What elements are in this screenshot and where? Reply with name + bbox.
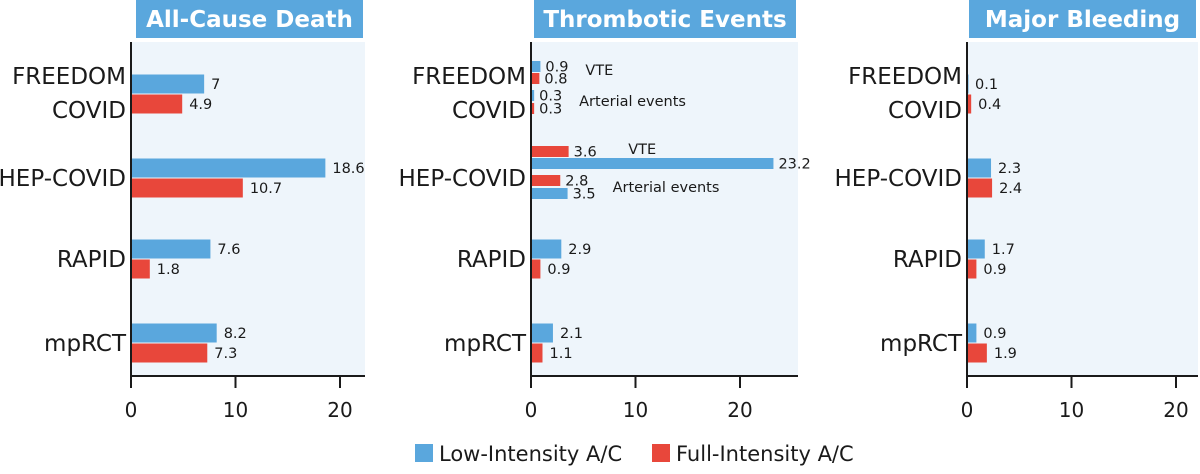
thrombotic-value-label-rapid-full: 0.9 [547,262,570,278]
death-bar-rapid-full [131,259,150,279]
death-category-label-rapid: RAPID [57,247,126,273]
death-value-label-mpRCT-low: 8.2 [224,326,247,342]
thrombotic-bar-hep-covid-vte-full [531,146,569,157]
bleeding-bar-rapid-low [967,239,985,259]
bleeding-bar-freedom-covid-full [967,94,972,114]
thrombotic-plot-background [531,42,798,376]
thrombotic-value-label-hep-covid-vte-full: 3.6 [574,145,597,161]
death-title: All-Cause Death [146,7,353,33]
death-bar-hep-covid-low [131,158,326,178]
thrombotic-value-label-rapid-low: 2.9 [568,242,591,258]
thrombotic-bar-hep-covid-arterial-events-full [531,175,561,186]
thrombotic-value-label-freedom-covid-arterial-events-low: 0.3 [539,89,562,105]
bleeding-bar-hep-covid-low [967,158,992,178]
death-bar-rapid-low [131,239,211,259]
death-category-label-freedom-covid-line2: COVID [52,98,126,124]
thrombotic-bar-freedom-covid-arterial-events-low [531,90,535,101]
thrombotic-value-label-hep-covid-arterial-events-full: 2.8 [565,174,588,190]
bleeding-category-label-hep-covid: HEP-COVID [835,166,962,192]
death-x-tick-label-0: 0 [125,398,138,422]
bleeding-value-label-rapid-low: 1.7 [992,242,1015,258]
thrombotic-bar-mpRCT-full [531,343,543,363]
bleeding-category-label-rapid: RAPID [893,247,962,273]
bleeding-value-label-mpRCT-full: 1.9 [994,346,1017,362]
thrombotic-group-label-freedom-covid-arterial-events: Arterial events [579,94,686,110]
bleeding-value-label-mpRCT-low: 0.9 [983,326,1006,342]
bleeding-value-label-hep-covid-full: 2.4 [999,181,1022,197]
legend-swatch-full [652,444,670,462]
thrombotic-x-tick-label-20: 20 [727,398,752,422]
bleeding-bar-hep-covid-full [967,178,993,198]
death-value-label-hep-covid-low: 18.6 [332,161,364,177]
death-bar-mpRCT-low [131,323,217,343]
thrombotic-group-label-hep-covid-vte: VTE [628,142,656,158]
thrombotic-bar-freedom-covid-arterial-events-full [531,103,535,114]
thrombotic-value-label-mpRCT-full: 1.1 [549,346,572,362]
thrombotic-bar-hep-covid-vte-low [531,158,774,169]
bleeding-category-label-freedom-covid-line2: COVID [888,98,962,124]
death-x-tick-label-20: 20 [327,398,352,422]
bleeding-value-label-freedom-covid-low: 0.1 [975,77,998,93]
thrombotic-category-label-mpRCT: mpRCT [444,331,527,357]
death-category-label-mpRCT: mpRCT [44,331,127,357]
thrombotic-group-label-hep-covid-arterial-events: Arterial events [613,180,720,196]
death-x-tick-label-10: 10 [223,398,248,422]
thrombotic-title-banner [534,0,796,38]
thrombotic-category-label-hep-covid: HEP-COVID [399,166,526,192]
thrombotic-bar-rapid-full [531,259,541,279]
bleeding-x-tick-label-0: 0 [961,398,974,422]
death-category-label-hep-covid: HEP-COVID [0,166,126,192]
thrombotic-x-tick-label-10: 10 [623,398,648,422]
thrombotic-category-label-freedom-covid-line2: COVID [452,98,526,124]
bleeding-value-label-hep-covid-low: 2.3 [998,161,1021,177]
thrombotic-bar-mpRCT-low [531,323,553,343]
bleeding-bar-rapid-full [967,259,977,279]
thrombotic-category-label-freedom-covid-line1: FREEDOM [412,64,526,90]
thrombotic-group-label-freedom-covid-vte: VTE [585,63,613,79]
bleeding-bar-mpRCT-low [967,323,977,343]
bleeding-bar-mpRCT-full [967,343,987,363]
death-bar-freedom-covid-low [131,74,205,94]
thrombotic-bar-freedom-covid-vte-full [531,73,540,84]
bleeding-plot-background [967,42,1198,376]
bleeding-x-tick-label-10: 10 [1059,398,1084,422]
bleeding-title-banner [969,0,1196,38]
thrombotic-value-label-mpRCT-low: 2.1 [560,326,583,342]
bleeding-category-label-mpRCT: mpRCT [880,331,963,357]
thrombotic-x-tick-label-0: 0 [525,398,538,422]
thrombotic-value-label-hep-covid-arterial-events-low: 3.5 [573,187,596,203]
legend-label-low: Low-Intensity A/C [439,442,622,466]
death-value-label-freedom-covid-low: 7 [211,77,220,93]
legend-swatch-low [415,444,433,462]
thrombotic-value-label-freedom-covid-vte-low: 0.9 [545,60,568,76]
death-bar-hep-covid-full [131,178,243,198]
death-bar-freedom-covid-full [131,94,183,114]
bleeding-x-tick-label-20: 20 [1163,398,1188,422]
death-value-label-freedom-covid-full: 4.9 [189,97,212,113]
thrombotic-bar-rapid-low [531,239,562,259]
thrombotic-value-label-freedom-covid-arterial-events-full: 0.3 [539,102,562,118]
bleeding-value-label-freedom-covid-full: 0.4 [978,97,1001,113]
bleeding-title: Major Bleeding [985,7,1180,33]
thrombotic-value-label-hep-covid-vte-low: 23.2 [778,157,810,173]
death-value-label-hep-covid-full: 10.7 [250,181,282,197]
death-title-banner [136,0,363,38]
death-value-label-mpRCT-full: 7.3 [214,346,237,362]
death-value-label-rapid-low: 7.6 [217,242,240,258]
thrombotic-title: Thrombotic Events [543,7,786,33]
thrombotic-bar-freedom-covid-vte-low [531,61,541,72]
bleeding-value-label-rapid-full: 0.9 [983,262,1006,278]
thrombotic-value-label-freedom-covid-vte-full: 0.8 [544,72,567,88]
death-value-label-rapid-full: 1.8 [157,262,180,278]
legend-label-full: Full-Intensity A/C [676,442,854,466]
death-bar-mpRCT-full [131,343,208,363]
death-category-label-freedom-covid-line1: FREEDOM [12,64,126,90]
thrombotic-bar-hep-covid-arterial-events-low [531,188,568,199]
bleeding-category-label-freedom-covid-line1: FREEDOM [848,64,962,90]
thrombotic-category-label-rapid: RAPID [457,247,526,273]
